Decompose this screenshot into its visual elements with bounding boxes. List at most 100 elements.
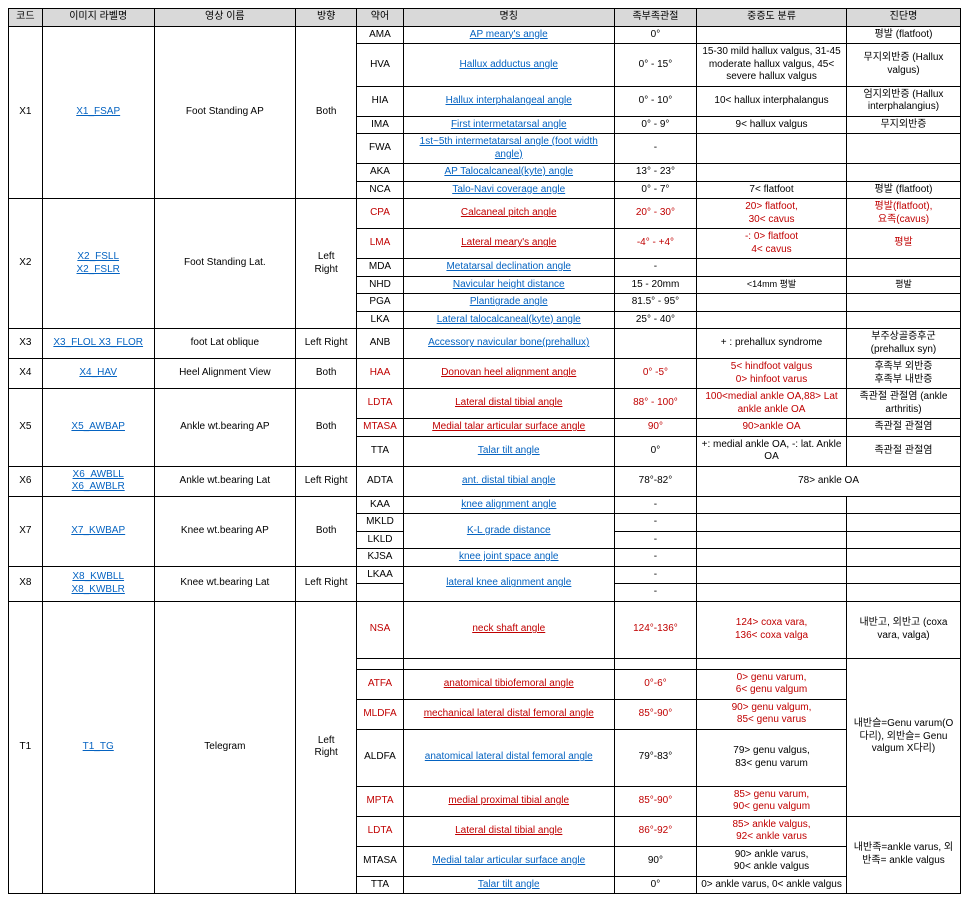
abbr-cell: MDA xyxy=(357,259,403,277)
abbr-cell: CPA xyxy=(357,199,403,229)
code-cell: X3 xyxy=(9,329,43,359)
severity-cell: 9< hallux valgus xyxy=(697,116,847,134)
severity-cell: 85> ankle valgus,92< ankle varus xyxy=(697,816,847,846)
range-cell: 85°-90° xyxy=(614,699,696,729)
label-cell[interactable]: X1_FSAP xyxy=(42,26,154,199)
range-cell: - xyxy=(614,134,696,164)
diag-cell xyxy=(846,514,960,532)
severity-cell: <14mm 평발 xyxy=(697,276,847,294)
range-cell: 79°-83° xyxy=(614,729,696,786)
name-cell: Telegram xyxy=(154,601,295,894)
range-cell: 0° - 10° xyxy=(614,86,696,116)
abbr-cell: KAA xyxy=(357,496,403,514)
severity-cell xyxy=(697,259,847,277)
severity-cell: 90> genu valgum,85< genu varus xyxy=(697,699,847,729)
title-cell: Lateral talocalcaneal(kyte) angle xyxy=(403,311,614,329)
title-cell: Navicular height distance xyxy=(403,276,614,294)
range-cell: - xyxy=(614,549,696,567)
table-row: X7X7_KWBAPKnee wt.bearing APBothKAAknee … xyxy=(9,496,961,514)
range-cell: 124°-136° xyxy=(614,601,696,658)
col-header: 방향 xyxy=(296,9,357,27)
col-header: 영상 이름 xyxy=(154,9,295,27)
severity-cell: 78> ankle OA xyxy=(697,466,961,496)
label-cell[interactable]: X2_FSLLX2_FSLR xyxy=(42,199,154,329)
dir-cell: Both xyxy=(296,26,357,199)
title-cell: ant. distal tibial angle xyxy=(403,466,614,496)
code-cell: X5 xyxy=(9,389,43,467)
range-cell: 13° - 23° xyxy=(614,164,696,182)
table-row: X5X5_AWBAPAnkle wt.bearing APBothLDTALat… xyxy=(9,389,961,419)
range-cell: - xyxy=(614,584,696,602)
abbr-cell: MPTA xyxy=(357,786,403,816)
name-cell: Heel Alignment View xyxy=(154,359,295,389)
label-cell[interactable]: X7_KWBAP xyxy=(42,496,154,566)
dir-cell: Both xyxy=(296,496,357,566)
diag-cell: 내반슬=Genu varum(O다리), 외반슬= Genu valgum X다… xyxy=(846,658,960,816)
title-cell: AP Talocalcaneal(kyte) angle xyxy=(403,164,614,182)
range-cell xyxy=(614,329,696,359)
diag-cell: 후족부 외반증후족부 내반증 xyxy=(846,359,960,389)
abbr-cell: IMA xyxy=(357,116,403,134)
table-row: X6X6_AWBLL X6_AWBLRAnkle wt.bearing LatL… xyxy=(9,466,961,496)
col-header: 명칭 xyxy=(403,9,614,27)
diag-cell xyxy=(846,531,960,549)
abbr-cell: NCA xyxy=(357,181,403,199)
title-cell: Medial talar articular surface angle xyxy=(403,419,614,437)
name-cell: Ankle wt.bearing Lat xyxy=(154,466,295,496)
abbr-cell: HAA xyxy=(357,359,403,389)
range-cell: - xyxy=(614,531,696,549)
range-cell: -4° - +4° xyxy=(614,229,696,259)
diag-cell xyxy=(846,164,960,182)
col-header: 코드 xyxy=(9,9,43,27)
severity-cell xyxy=(697,26,847,44)
title-cell: K-L grade distance xyxy=(403,514,614,549)
diag-cell xyxy=(846,311,960,329)
severity-cell xyxy=(697,549,847,567)
severity-cell: 0> ankle varus, 0< ankle valgus xyxy=(697,876,847,894)
dir-cell: Both xyxy=(296,359,357,389)
title-cell: Hallux adductus angle xyxy=(403,44,614,87)
table-row: X1X1_FSAPFoot Standing APBothAMAAP meary… xyxy=(9,26,961,44)
severity-cell xyxy=(697,658,847,669)
range-cell: 81.5° - 95° xyxy=(614,294,696,312)
title-cell: Medial talar articular surface angle xyxy=(403,846,614,876)
range-cell: 86°-92° xyxy=(614,816,696,846)
title-cell: knee alignment angle xyxy=(403,496,614,514)
col-header: 족부족관절 xyxy=(614,9,696,27)
abbr-cell: ATFA xyxy=(357,669,403,699)
range-cell: 0° -5° xyxy=(614,359,696,389)
range-cell: 0°-6° xyxy=(614,669,696,699)
label-cell[interactable]: X6_AWBLL X6_AWBLR xyxy=(42,466,154,496)
severity-cell xyxy=(697,164,847,182)
dir-cell: Left Right xyxy=(296,329,357,359)
col-header: 약어 xyxy=(357,9,403,27)
label-cell[interactable]: T1_TG xyxy=(42,601,154,894)
code-cell: X8 xyxy=(9,566,43,601)
code-cell: X2 xyxy=(9,199,43,329)
diag-cell: 평발 (flatfoot) xyxy=(846,181,960,199)
abbr-cell: MTASA xyxy=(357,419,403,437)
diag-cell: 족관절 관절염 (ankle arthritis) xyxy=(846,389,960,419)
label-cell[interactable]: X5_AWBAP xyxy=(42,389,154,467)
label-cell[interactable]: X8_KWBLL X8_KWBLR xyxy=(42,566,154,601)
diag-cell: 족관절 관절염 xyxy=(846,419,960,437)
diag-cell xyxy=(846,566,960,584)
range-cell: 85°-90° xyxy=(614,786,696,816)
title-cell: Talar tilt angle xyxy=(403,436,614,466)
range-cell: 0° - 7° xyxy=(614,181,696,199)
severity-cell: 0> genu varum,6< genu valgum xyxy=(697,669,847,699)
label-cell[interactable]: X4_HAV xyxy=(42,359,154,389)
abbr-cell: HVA xyxy=(357,44,403,87)
col-header: 진단명 xyxy=(846,9,960,27)
diag-cell: 평발 xyxy=(846,276,960,294)
range-cell: 88° - 100° xyxy=(614,389,696,419)
dir-cell: Left Right xyxy=(296,566,357,601)
label-cell[interactable]: X3_FLOL X3_FLOR xyxy=(42,329,154,359)
range-cell: 0° xyxy=(614,436,696,466)
title-cell: mechanical lateral distal femoral angle xyxy=(403,699,614,729)
range-cell: 0° - 9° xyxy=(614,116,696,134)
severity-cell: 7< flatfoot xyxy=(697,181,847,199)
diag-cell: 평발 (flatfoot) xyxy=(846,26,960,44)
severity-cell: 15-30 mild hallux valgus, 31-45 moderate… xyxy=(697,44,847,87)
table-row: T1T1_TGTelegramLeftRightNSAneck shaft an… xyxy=(9,601,961,658)
